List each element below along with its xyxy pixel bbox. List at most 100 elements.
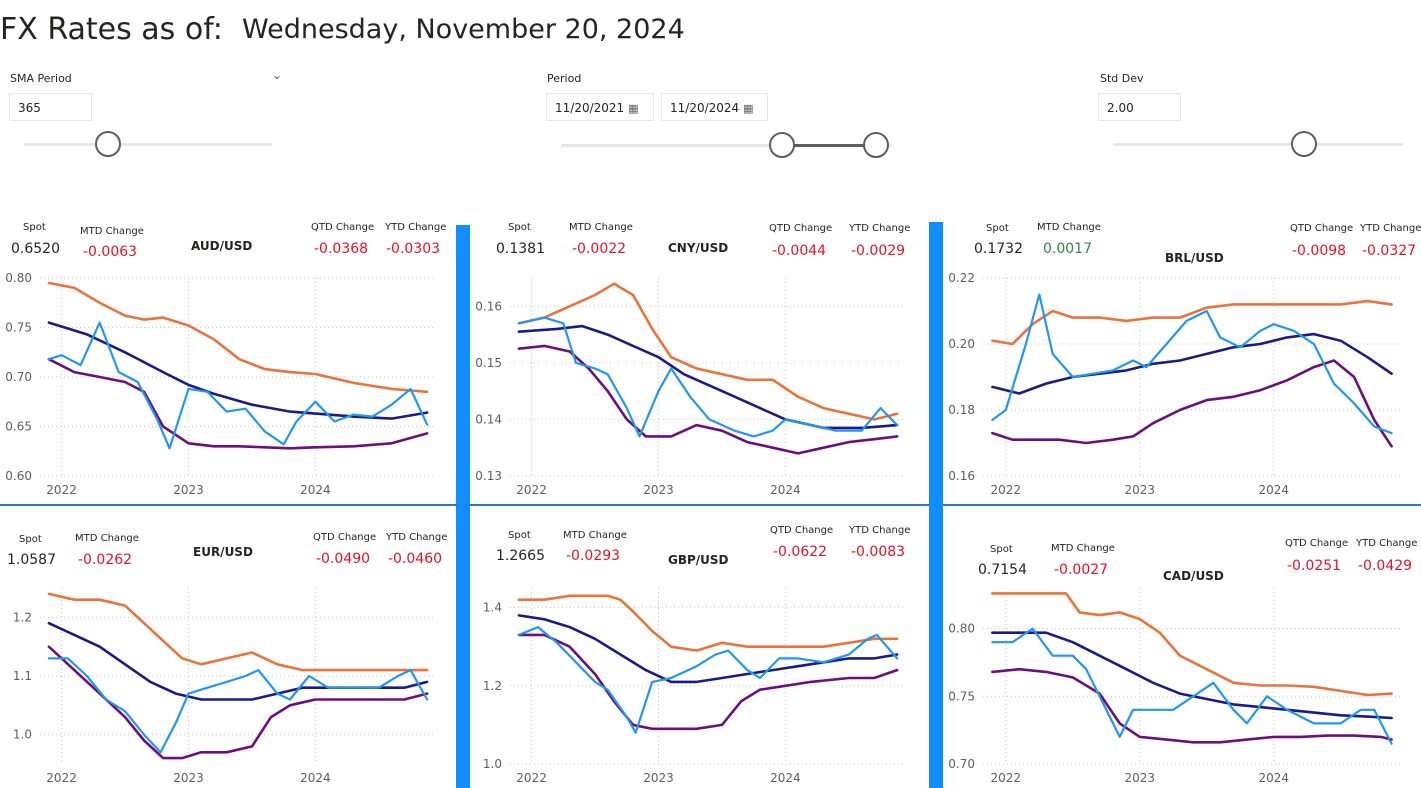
- qtd-label: QTD Change: [769, 223, 832, 234]
- calendar-icon[interactable]: ▦: [628, 102, 638, 115]
- spot-label: Spot: [19, 534, 42, 545]
- lower-band-line: [992, 361, 1391, 447]
- x-tick-label: 2024: [1258, 771, 1289, 785]
- fx-panel-brl-usd: Spot 0.1732 MTD Change 0.0017 BRL/USD QT…: [943, 220, 1421, 504]
- y-tick-label: 0.16: [948, 469, 975, 483]
- x-tick-label: 2022: [46, 771, 77, 785]
- y-tick-label: 1.0: [13, 728, 32, 742]
- lower-band-line: [992, 669, 1391, 742]
- brl-usd-chart: 2022 2023 2024 0.16 0.18 0.20 0.22: [943, 270, 1421, 500]
- period-slider-start-handle[interactable]: [769, 132, 795, 158]
- y-tick-label: 0.18: [948, 403, 975, 417]
- sma-period-label: SMA Period: [10, 72, 72, 85]
- period-end-input[interactable]: 11/20/2024 ▦: [661, 93, 768, 121]
- mtd-value: -0.0027: [1054, 562, 1108, 578]
- y-tick-label: 0.16: [475, 299, 502, 313]
- x-tick-label: 2024: [300, 483, 331, 497]
- qtd-value: -0.0622: [773, 544, 827, 560]
- y-tick-label: 1.0: [483, 757, 502, 771]
- x-tick-label: 2023: [1124, 483, 1155, 497]
- x-tick-label: 2022: [46, 483, 77, 497]
- ytd-value: -0.0083: [851, 544, 905, 560]
- ytd-label: YTD Change: [386, 532, 447, 543]
- sma-line: [992, 633, 1391, 718]
- spot-label: Spot: [508, 530, 531, 541]
- row-divider: [943, 504, 1421, 506]
- lower-band-line: [49, 647, 427, 758]
- y-tick-label: 0.60: [5, 469, 32, 483]
- ytd-value: -0.0029: [851, 243, 905, 259]
- sma-line: [992, 334, 1391, 393]
- upper-band-line: [519, 596, 897, 651]
- aud-usd-chart: 2022 2023 2024 0.60 0.65 0.70 0.75 0.80: [0, 270, 456, 500]
- x-tick-label: 2024: [770, 483, 801, 497]
- upper-band-line: [49, 594, 427, 670]
- spot-label: Spot: [986, 223, 1009, 234]
- gbp-usd-chart: 2022 2023 2024 1.0 1.2 1.4: [470, 580, 926, 788]
- y-tick-label: 0.13: [475, 469, 502, 483]
- spot-label: Spot: [990, 544, 1013, 555]
- fx-panel-eur-usd: Spot 1.0587 MTD Change -0.0262 EUR/USD Q…: [0, 530, 456, 788]
- mtd-value: 0.0017: [1043, 241, 1092, 257]
- std-dev-slider-track[interactable]: [1113, 143, 1403, 146]
- sma-slider-handle[interactable]: [95, 131, 121, 157]
- chevron-down-icon[interactable]: ⌄: [272, 68, 282, 82]
- fx-panel-aud-usd: Spot 0.6520 MTD Change -0.0063 AUD/USD Q…: [0, 220, 456, 504]
- spot-rate-line: [519, 318, 897, 437]
- spot-label: Spot: [508, 222, 531, 233]
- mtd-label: MTD Change: [80, 226, 144, 237]
- upper-band-line: [519, 284, 897, 420]
- sma-slider-track[interactable]: [24, 143, 272, 146]
- mtd-value: -0.0063: [83, 244, 137, 260]
- qtd-value: -0.0251: [1287, 558, 1341, 574]
- spot-label: Spot: [23, 222, 46, 233]
- pair-title: CNY/USD: [668, 241, 728, 255]
- spot-value: 1.0587: [7, 552, 56, 568]
- ytd-label: YTD Change: [1360, 223, 1421, 234]
- pair-title: EUR/USD: [193, 545, 253, 559]
- std-dev-input[interactable]: 2.00: [1098, 93, 1181, 121]
- ytd-label: YTD Change: [1356, 538, 1417, 549]
- qtd-value: -0.0098: [1292, 243, 1346, 259]
- qtd-label: QTD Change: [313, 532, 376, 543]
- upper-band-line: [992, 593, 1391, 695]
- ytd-label: YTD Change: [385, 222, 446, 233]
- as-of-date: Wednesday, November 20, 2024: [242, 14, 685, 45]
- spot-rate-line: [992, 295, 1391, 434]
- sma-period-input[interactable]: 365: [9, 93, 92, 121]
- y-tick-label: 0.14: [475, 412, 502, 426]
- period-label: Period: [547, 72, 581, 85]
- x-tick-label: 2023: [173, 771, 204, 785]
- spot-value: 0.1732: [974, 241, 1023, 257]
- eur-usd-chart: 2022 2023 2024 1.0 1.1 1.2: [0, 580, 456, 788]
- spot-value: 0.7154: [978, 562, 1027, 578]
- y-tick-label: 1.2: [483, 679, 502, 693]
- y-tick-label: 1.4: [483, 601, 502, 615]
- ytd-value: -0.0327: [1362, 243, 1416, 259]
- row-divider: [0, 504, 458, 506]
- panel-divider: [929, 222, 943, 788]
- y-tick-label: 0.65: [5, 420, 32, 434]
- std-dev-slider-handle[interactable]: [1291, 131, 1317, 157]
- page-title: FX Rates as of:: [0, 12, 223, 47]
- y-tick-label: 0.15: [475, 356, 502, 370]
- std-dev-label: Std Dev: [1100, 72, 1144, 85]
- y-tick-label: 0.80: [948, 622, 975, 636]
- y-tick-label: 0.75: [5, 321, 32, 335]
- y-tick-label: 0.80: [5, 271, 32, 285]
- pair-title: GBP/USD: [668, 553, 729, 567]
- mtd-value: -0.0293: [566, 548, 620, 564]
- y-tick-label: 0.22: [948, 271, 975, 285]
- panel-divider: [456, 225, 470, 788]
- cad-usd-chart: 2022 2023 20240.700.750.80: [943, 580, 1421, 788]
- spot-rate-line: [992, 629, 1391, 744]
- calendar-icon[interactable]: ▦: [743, 102, 753, 115]
- qtd-label: QTD Change: [770, 525, 833, 536]
- period-slider-end-handle[interactable]: [863, 132, 889, 158]
- x-tick-label: 2024: [1258, 483, 1289, 497]
- spot-rate-line: [49, 658, 427, 752]
- y-tick-label: 1.2: [13, 610, 32, 624]
- y-tick-label: 0.70: [948, 757, 975, 771]
- fx-panel-cny-usd: Spot 0.1381 MTD Change -0.0022 CNY/USD Q…: [470, 220, 930, 504]
- period-start-input[interactable]: 11/20/2021 ▦: [546, 93, 654, 121]
